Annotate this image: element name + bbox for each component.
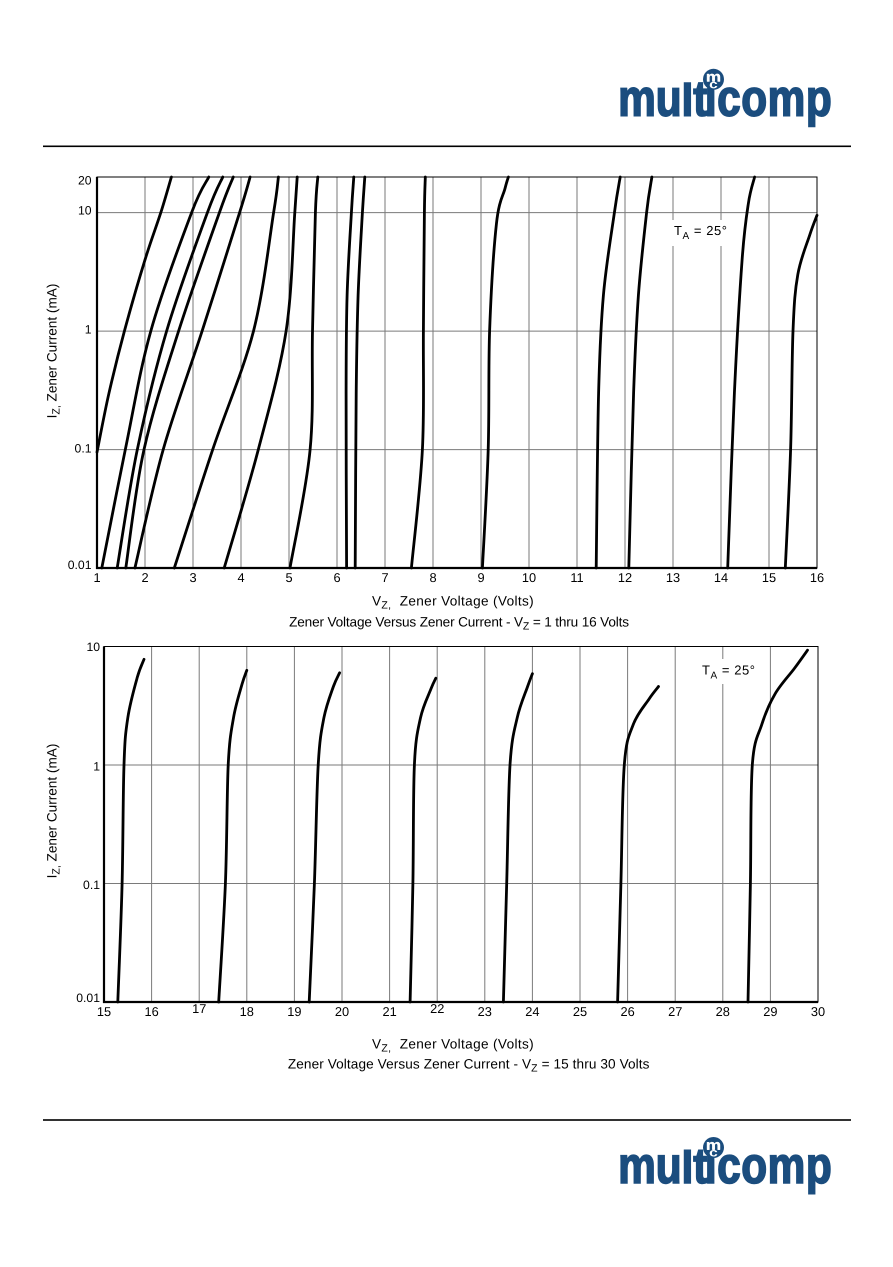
- svg-text:0.01: 0.01: [68, 558, 92, 572]
- svg-text:18: 18: [240, 1004, 254, 1019]
- svg-text:1: 1: [93, 570, 100, 585]
- svg-text:21: 21: [382, 1004, 396, 1019]
- svg-text:20: 20: [78, 174, 92, 188]
- svg-text:6: 6: [333, 570, 340, 585]
- svg-text:11: 11: [570, 570, 583, 585]
- svg-text:VZ, Zener Voltage (Volts): VZ, Zener Voltage (Volts): [372, 594, 534, 612]
- svg-text:29: 29: [763, 1004, 777, 1019]
- svg-text:30: 30: [811, 1004, 825, 1019]
- svg-text:1: 1: [85, 322, 92, 336]
- svg-text:14: 14: [714, 570, 728, 585]
- svg-text:23: 23: [478, 1004, 492, 1019]
- svg-text:8: 8: [429, 570, 436, 585]
- svg-text:17: 17: [192, 1001, 206, 1016]
- svg-text:0.1: 0.1: [83, 878, 100, 892]
- svg-text:VZ, Zener Voltage (Volts): VZ, Zener Voltage (Volts): [372, 1037, 534, 1055]
- svg-text:IZ, Zener Current (mA): IZ, Zener Current (mA): [45, 284, 63, 419]
- svg-text:26: 26: [620, 1004, 634, 1019]
- svg-text:13: 13: [666, 570, 680, 585]
- svg-text:16: 16: [144, 1004, 158, 1019]
- svg-text:15: 15: [762, 570, 776, 585]
- svg-text:3: 3: [189, 570, 196, 585]
- svg-text:0.1: 0.1: [75, 442, 92, 456]
- svg-text:Zener Voltage Versus Zener Cur: Zener Voltage Versus Zener Current - VZ …: [288, 1057, 650, 1075]
- svg-text:16: 16: [810, 570, 824, 585]
- svg-text:Zener Voltage Versus Zener Cur: Zener Voltage Versus Zener Current - VZ …: [289, 614, 629, 632]
- svg-text:10: 10: [86, 640, 100, 654]
- svg-text:28: 28: [716, 1004, 730, 1019]
- svg-text:10: 10: [78, 204, 92, 218]
- svg-text:2: 2: [141, 570, 148, 585]
- svg-text:22: 22: [430, 1001, 444, 1016]
- svg-text:27: 27: [668, 1004, 682, 1019]
- svg-text:15: 15: [97, 1004, 111, 1019]
- svg-text:7: 7: [381, 570, 388, 585]
- svg-text:20: 20: [335, 1004, 349, 1019]
- svg-text:0.01: 0.01: [76, 991, 100, 1005]
- svg-text:9: 9: [477, 570, 484, 585]
- svg-text:1: 1: [93, 759, 100, 773]
- svg-text:25: 25: [573, 1004, 587, 1019]
- svg-text:19: 19: [287, 1004, 301, 1019]
- svg-text:12: 12: [618, 570, 632, 585]
- svg-text:10: 10: [522, 570, 536, 585]
- svg-text:24: 24: [525, 1004, 539, 1019]
- svg-text:4: 4: [237, 570, 244, 585]
- svg-text:IZ, Zener Current (mA): IZ, Zener Current (mA): [45, 744, 63, 879]
- svg-text:5: 5: [285, 570, 292, 585]
